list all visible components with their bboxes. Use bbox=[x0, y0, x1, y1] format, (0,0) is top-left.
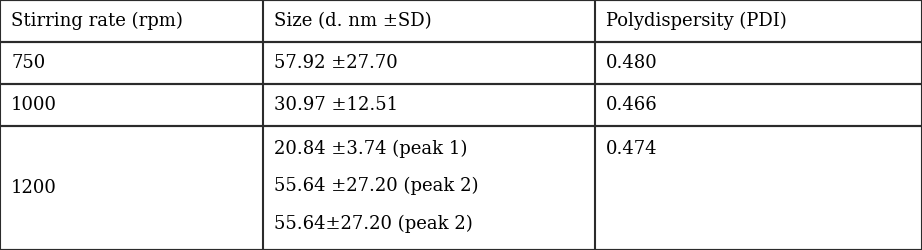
Text: Size (d. nm ±SD): Size (d. nm ±SD) bbox=[274, 12, 431, 30]
Text: 0.466: 0.466 bbox=[606, 96, 657, 114]
Text: 30.97 ±12.51: 30.97 ±12.51 bbox=[274, 96, 398, 114]
Text: 750: 750 bbox=[11, 54, 45, 72]
Text: Polydispersity (PDI): Polydispersity (PDI) bbox=[606, 12, 786, 30]
Text: 0.480: 0.480 bbox=[606, 54, 657, 72]
Text: 55.64±27.20 (peak 2): 55.64±27.20 (peak 2) bbox=[274, 214, 473, 233]
Text: 20.84 ±3.74 (peak 1): 20.84 ±3.74 (peak 1) bbox=[274, 140, 467, 158]
Text: 1200: 1200 bbox=[11, 179, 57, 197]
Text: 57.92 ±27.70: 57.92 ±27.70 bbox=[274, 54, 397, 72]
Text: 1000: 1000 bbox=[11, 96, 57, 114]
Text: 55.64 ±27.20 (peak 2): 55.64 ±27.20 (peak 2) bbox=[274, 177, 479, 195]
Text: Stirring rate (rpm): Stirring rate (rpm) bbox=[11, 12, 183, 30]
Text: 0.474: 0.474 bbox=[606, 140, 657, 158]
